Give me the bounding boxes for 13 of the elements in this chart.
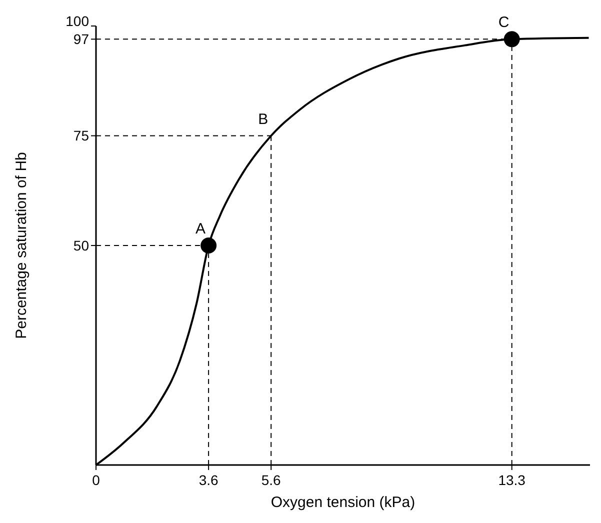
x-tick-label: 3.6 — [198, 472, 218, 488]
y-tick-label: 50 — [73, 237, 90, 254]
x-tick-label: 0 — [92, 472, 100, 488]
x-tick-label: 5.6 — [261, 472, 282, 488]
annotation: B — [258, 110, 268, 128]
y-tick-label: 97 — [73, 31, 90, 48]
y-axis-title: Percentage saturation of Hb — [13, 152, 30, 339]
annotation: C — [498, 14, 510, 32]
y-tick-label: 100 — [66, 13, 90, 29]
x-tick-label: 13.3 — [498, 472, 526, 488]
x-axis-title: Oxygen tension (kPa) — [270, 494, 416, 511]
y-tick-label: 75 — [73, 128, 90, 144]
annotation: A — [196, 220, 206, 238]
